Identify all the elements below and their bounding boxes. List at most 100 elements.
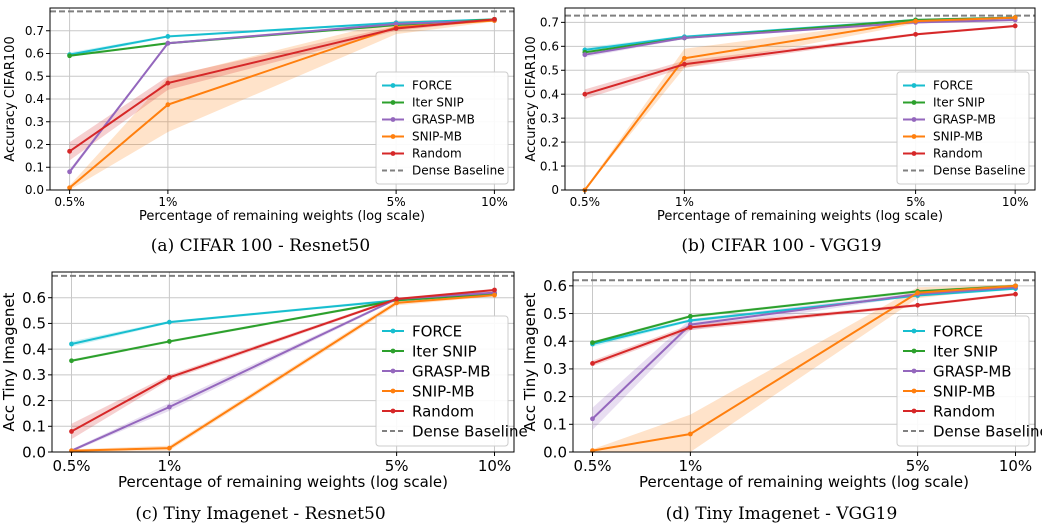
- legend-marker: [911, 348, 917, 354]
- y-tick-label: 0.3: [540, 111, 559, 125]
- legend-marker: [911, 134, 917, 139]
- point-random: [590, 360, 595, 366]
- y-axis-label: Accuracy CIFAR100: [3, 36, 18, 161]
- legend-label: SNIP-MB: [412, 130, 462, 144]
- legend-marker: [911, 83, 917, 88]
- y-axis-label: Acc Tiny Imagenet: [0, 292, 18, 431]
- point-grasp-mb: [166, 404, 172, 410]
- point-snip-mb: [682, 55, 687, 61]
- y-tick-label: 0.5: [543, 305, 567, 323]
- legend-box: [375, 315, 509, 447]
- legend-marker: [390, 368, 396, 374]
- legend-marker: [390, 348, 396, 354]
- band-snip-mb: [69, 19, 495, 190]
- x-tick-label: 5%: [387, 195, 406, 209]
- legend-marker: [911, 100, 917, 105]
- x-axis-label: Percentage of remaining weights (log sca…: [118, 473, 448, 491]
- series-line-snip-mb: [592, 284, 1016, 452]
- y-tick-label: 0.2: [22, 392, 46, 410]
- point-force: [687, 318, 693, 323]
- point-grasp-mb: [165, 40, 171, 46]
- point-snip-mb: [1012, 15, 1018, 20]
- legend-label: Dense Baseline: [412, 164, 505, 178]
- point-random: [915, 302, 921, 308]
- point-snip-mb: [166, 445, 172, 451]
- x-tick-label: 0.5%: [52, 457, 90, 475]
- caption-d: (d) Tiny Imagenet - VGG19: [665, 504, 898, 524]
- x-tick-label: 1%: [157, 457, 181, 475]
- chart-b: 0.5% 1% 5% 10% 0 0.1 0.2 0.3 0.4 0.5 0.6 0.7 Percent…: [524, 7, 1036, 224]
- point-force: [165, 34, 171, 39]
- y-tick-label: 0.4: [543, 332, 567, 350]
- x-axis-label: Percentage of remaining weights (log sca…: [657, 209, 943, 224]
- legend-label: Random: [933, 147, 983, 161]
- y-tick-label: 0.3: [25, 115, 44, 129]
- point-random: [913, 31, 918, 37]
- caption-a: (a) CIFAR 100 - Resnet50: [150, 236, 371, 256]
- y-tick-label: 0.7: [25, 24, 44, 38]
- chart-panel-c: 0.5% 1% 5% 10% 0.0 0.1 0.2 0.3 0.4 0.5 0.6 Percenta…: [0, 264, 528, 528]
- point-iter-snip: [590, 340, 595, 346]
- point-random: [687, 324, 693, 330]
- caption-b: (b) CIFAR 100 - VGG19: [681, 236, 882, 256]
- axes-frame: [572, 271, 1036, 453]
- series-line-iter-snip: [71, 292, 495, 362]
- point-snip-mb: [165, 102, 171, 108]
- legend-label: Random: [933, 402, 995, 420]
- x-tick-label: 5%: [906, 457, 930, 475]
- point-force: [166, 319, 172, 325]
- point-snip-mb: [913, 18, 918, 24]
- series-line-snip-mb: [584, 16, 1016, 191]
- point-snip-mb: [915, 290, 921, 296]
- legend-label: SNIP-MB: [933, 382, 996, 400]
- band-snip-mb: [584, 16, 1016, 191]
- legend: FORCE Iter SNIP GRASP-MB SNIP-MB Random Dense…: [375, 71, 509, 185]
- series-line-force: [69, 18, 495, 56]
- point-random: [393, 26, 399, 31]
- x-tick-label: 0.5%: [573, 457, 611, 475]
- legend-marker: [390, 151, 396, 156]
- legend-marker: [911, 388, 917, 394]
- legend-label: SNIP-MB: [933, 130, 983, 144]
- x-axis-label: Percentage of remaining weights (log sca…: [639, 473, 969, 491]
- x-tick-label: 1%: [675, 195, 694, 209]
- legend-marker: [390, 100, 396, 105]
- series-line-snip-mb: [71, 294, 495, 452]
- legend-marker: [390, 134, 396, 139]
- axes-frame: [51, 271, 515, 453]
- y-tick-label: 0.5: [22, 315, 46, 333]
- legend-marker: [911, 368, 917, 374]
- legend-label: FORCE: [412, 322, 462, 340]
- legend-box: [896, 315, 1030, 447]
- x-tick-label: 10%: [481, 195, 508, 209]
- y-tick-label: 0.3: [543, 360, 567, 378]
- point-random: [1012, 23, 1018, 29]
- x-tick-label: 10%: [1002, 195, 1029, 209]
- legend-marker: [911, 408, 917, 414]
- chart-d: 0.5% 1% 5% 10% 0.0 0.1 0.2 0.3 0.4 0.5 0.6 Percenta…: [521, 271, 1042, 491]
- x-tick-label: 10%: [478, 457, 511, 475]
- y-tick-label: 0.6: [25, 47, 44, 61]
- y-tick-label: 0.6: [540, 40, 559, 54]
- y-axis-label: Accuracy CIFAR100: [524, 36, 539, 161]
- legend-label: Random: [412, 147, 462, 161]
- point-iter-snip: [69, 358, 74, 364]
- point-random: [1013, 291, 1018, 297]
- x-tick-label: 0.5%: [570, 195, 601, 209]
- legend-label: Dense Baseline: [933, 422, 1042, 440]
- y-tick-label: 0.2: [543, 388, 567, 406]
- legend-label: GRASP-MB: [933, 362, 1012, 380]
- band-snip-mb: [592, 284, 1016, 452]
- y-axis-label: Acc Tiny Imagenet: [521, 292, 539, 431]
- point-snip-mb: [492, 292, 497, 298]
- legend-label: FORCE: [412, 79, 452, 93]
- legend-label: FORCE: [933, 322, 983, 340]
- legend: FORCE Iter SNIP GRASP-MB SNIP-MB Random Dense…: [375, 315, 528, 447]
- series-line-random: [69, 18, 495, 153]
- point-iter-snip: [166, 339, 172, 344]
- series-line-grasp-mb: [71, 291, 495, 452]
- legend-marker: [390, 83, 396, 88]
- legend-label: SNIP-MB: [412, 382, 475, 400]
- legend-marker: [911, 117, 917, 122]
- point-grasp-mb: [67, 169, 72, 175]
